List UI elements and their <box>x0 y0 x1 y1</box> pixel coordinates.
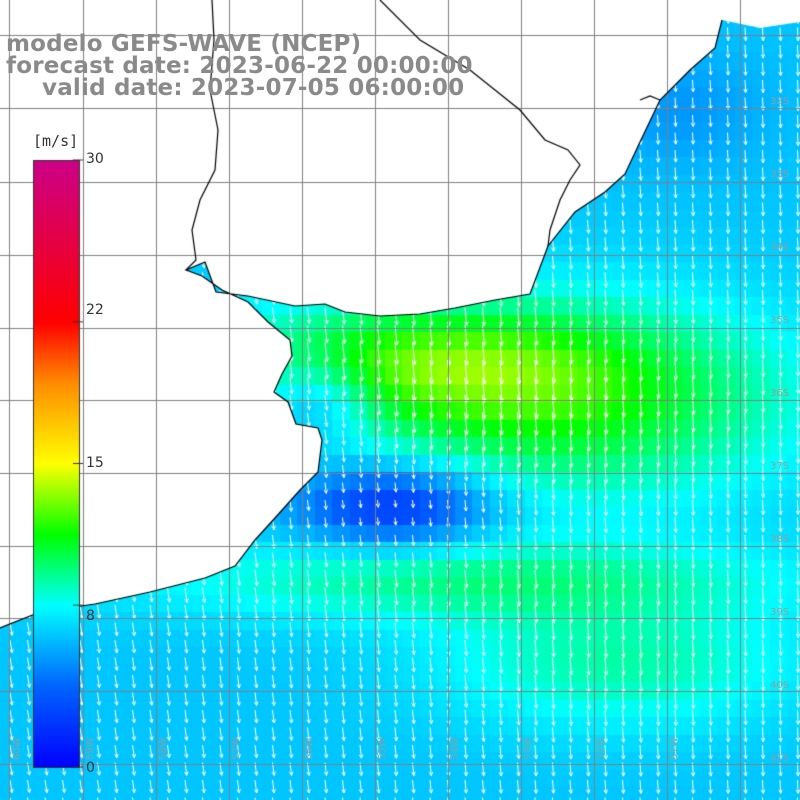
longitude-label: 56W <box>304 737 315 760</box>
forecast-date: forecast date: 2023-06-22 00:00:00 <box>6 53 473 79</box>
colorbar-tick-label: 22 <box>86 302 104 318</box>
valid-date: valid date: 2023-07-05 06:00:00 <box>42 75 465 101</box>
longitude-label: 59W <box>85 737 96 760</box>
latitude-label: 37S <box>770 461 790 472</box>
longitude-label: 51W <box>669 737 680 760</box>
colorbar-tick-label: 15 <box>86 455 104 471</box>
model-title: modelo GEFS-WAVE (NCEP) <box>6 31 362 57</box>
latitude-label: 36S <box>770 388 790 399</box>
latitude-label: 41S <box>770 753 790 764</box>
colorbar-tick-label: 30 <box>86 151 104 167</box>
latitude-label: 38S <box>770 534 790 545</box>
colorbar-tick-label: 8 <box>86 608 95 624</box>
latitude-label: 33S <box>770 169 790 180</box>
longitude-label: 58W <box>158 737 169 760</box>
latitude-label: 39S <box>770 607 790 618</box>
latitude-label: 40S <box>770 680 790 691</box>
longitude-label: 55W <box>377 737 388 760</box>
longitude-label: 60W <box>12 737 23 760</box>
latitude-label: 32S <box>770 96 790 107</box>
colorbar-unit-label: [m/s] <box>33 132 79 150</box>
longitude-label: 53W <box>523 737 534 760</box>
longitude-label: 57W <box>231 737 242 760</box>
latitude-label: 35S <box>770 315 790 326</box>
longitude-label: 54W <box>450 737 461 760</box>
colorbar-tick-label: 0 <box>86 760 95 776</box>
latitude-label: 34S <box>770 242 790 253</box>
longitude-label: 52W <box>596 737 607 760</box>
